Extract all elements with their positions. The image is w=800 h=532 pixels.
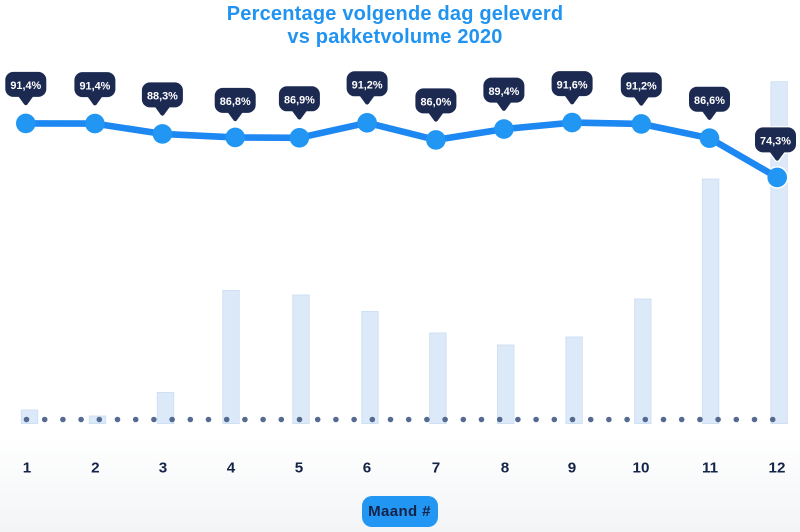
svg-text:88,3%: 88,3% xyxy=(147,91,178,103)
svg-text:89,4%: 89,4% xyxy=(488,86,519,98)
svg-text:3: 3 xyxy=(159,459,167,476)
svg-text:8: 8 xyxy=(501,459,509,476)
svg-text:11: 11 xyxy=(702,459,719,476)
svg-text:91,6%: 91,6% xyxy=(557,79,588,91)
svg-text:6: 6 xyxy=(363,459,371,476)
svg-text:91,4%: 91,4% xyxy=(79,80,110,92)
svg-text:91,2%: 91,2% xyxy=(352,80,383,92)
svg-text:1: 1 xyxy=(23,459,32,476)
svg-text:91,2%: 91,2% xyxy=(626,81,657,93)
svg-text:86,6%: 86,6% xyxy=(694,95,725,107)
svg-text:86,8%: 86,8% xyxy=(220,96,251,108)
svg-text:86,9%: 86,9% xyxy=(284,95,315,107)
svg-text:91,4%: 91,4% xyxy=(10,80,41,92)
svg-text:9: 9 xyxy=(568,459,576,476)
svg-text:2: 2 xyxy=(91,459,99,476)
svg-text:74,3%: 74,3% xyxy=(760,136,791,148)
svg-text:86,0%: 86,0% xyxy=(420,97,451,109)
svg-text:10: 10 xyxy=(633,459,650,476)
svg-text:12: 12 xyxy=(769,459,786,476)
svg-text:7: 7 xyxy=(432,459,440,476)
svg-text:4: 4 xyxy=(227,459,236,476)
svg-text:5: 5 xyxy=(295,459,304,476)
